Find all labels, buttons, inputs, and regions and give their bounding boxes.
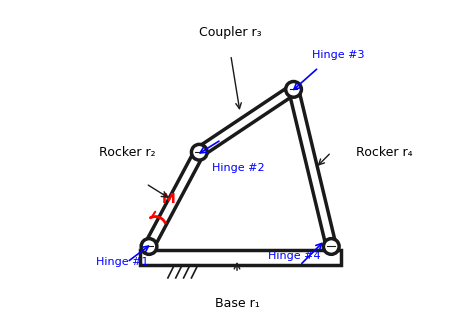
Polygon shape <box>197 85 296 156</box>
Circle shape <box>286 81 301 97</box>
Text: Hinge #2: Hinge #2 <box>212 163 264 173</box>
Circle shape <box>323 239 339 254</box>
Circle shape <box>141 239 157 254</box>
Text: M: M <box>162 192 175 206</box>
Text: Hinge #1: Hinge #1 <box>96 257 148 267</box>
Text: Coupler r₃: Coupler r₃ <box>200 26 262 39</box>
Text: Rocker r₄: Rocker r₄ <box>356 146 413 159</box>
Polygon shape <box>145 150 204 249</box>
Bar <box>139 249 341 265</box>
Circle shape <box>191 144 207 160</box>
Text: Hinge #3: Hinge #3 <box>312 50 365 60</box>
Text: Base r₁: Base r₁ <box>215 296 259 309</box>
Text: Hinge #4: Hinge #4 <box>268 251 321 261</box>
Polygon shape <box>289 88 336 248</box>
Text: Rocker r₂: Rocker r₂ <box>99 146 155 159</box>
